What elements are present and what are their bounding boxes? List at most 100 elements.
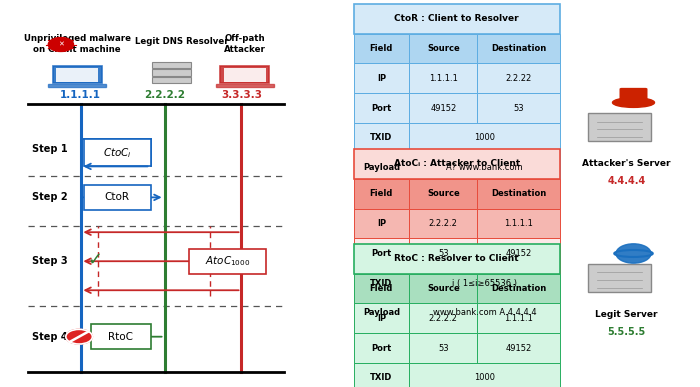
Text: Port: Port xyxy=(371,249,391,258)
Text: Port: Port xyxy=(371,344,391,353)
Text: Attacker's Server: Attacker's Server xyxy=(582,159,671,168)
FancyBboxPatch shape xyxy=(410,123,560,153)
Text: IP: IP xyxy=(377,74,386,83)
FancyBboxPatch shape xyxy=(410,363,560,387)
Text: 53: 53 xyxy=(438,344,449,353)
FancyBboxPatch shape xyxy=(477,333,560,363)
Text: i ( 1≤i≥65536 ): i ( 1≤i≥65536 ) xyxy=(452,279,517,288)
FancyBboxPatch shape xyxy=(410,298,560,328)
Text: Destination: Destination xyxy=(491,284,546,293)
Text: 1.1.1.1: 1.1.1.1 xyxy=(429,74,458,83)
Text: Field: Field xyxy=(370,189,393,198)
Text: Field: Field xyxy=(370,284,393,293)
FancyBboxPatch shape xyxy=(477,238,560,268)
Text: Step 1: Step 1 xyxy=(32,144,67,154)
Text: Field: Field xyxy=(370,44,393,53)
FancyBboxPatch shape xyxy=(354,298,410,328)
FancyBboxPatch shape xyxy=(152,69,191,75)
Text: RtoC : Resolver to Client: RtoC : Resolver to Client xyxy=(394,254,519,263)
Text: Step 2: Step 2 xyxy=(32,192,67,202)
Text: on Client machine: on Client machine xyxy=(33,45,121,54)
Text: 4.4.4.4: 4.4.4.4 xyxy=(608,176,645,186)
Text: Step 4: Step 4 xyxy=(32,332,67,342)
Text: 1.1.1.1: 1.1.1.1 xyxy=(504,314,533,323)
Circle shape xyxy=(616,244,651,263)
Text: Legit Server: Legit Server xyxy=(595,310,658,319)
Text: $AtoC_{1000}$: $AtoC_{1000}$ xyxy=(205,254,250,268)
FancyBboxPatch shape xyxy=(410,238,477,268)
FancyBboxPatch shape xyxy=(354,268,410,298)
Text: 49152: 49152 xyxy=(505,249,532,258)
FancyBboxPatch shape xyxy=(354,4,560,34)
FancyBboxPatch shape xyxy=(410,63,477,93)
Text: ✕: ✕ xyxy=(58,41,64,48)
Text: 3.3.3.3: 3.3.3.3 xyxy=(221,90,262,100)
FancyBboxPatch shape xyxy=(56,68,98,82)
FancyBboxPatch shape xyxy=(588,264,651,292)
FancyBboxPatch shape xyxy=(477,303,560,333)
FancyBboxPatch shape xyxy=(410,93,477,123)
FancyBboxPatch shape xyxy=(410,179,477,209)
Text: 53: 53 xyxy=(513,104,524,113)
FancyBboxPatch shape xyxy=(354,303,410,333)
Text: Source: Source xyxy=(427,44,460,53)
FancyBboxPatch shape xyxy=(354,63,410,93)
FancyBboxPatch shape xyxy=(84,139,150,166)
FancyBboxPatch shape xyxy=(52,65,102,83)
FancyBboxPatch shape xyxy=(410,153,560,183)
Text: 1.1.1.1: 1.1.1.1 xyxy=(60,90,101,100)
Text: TXID: TXID xyxy=(370,134,393,142)
Text: CtoR: CtoR xyxy=(105,192,130,202)
Text: 49152: 49152 xyxy=(430,104,456,113)
FancyBboxPatch shape xyxy=(354,238,410,268)
FancyBboxPatch shape xyxy=(354,209,410,238)
Text: IP: IP xyxy=(377,219,386,228)
Text: 1000: 1000 xyxy=(474,134,495,142)
Ellipse shape xyxy=(612,98,654,107)
Text: 2.2.2.2: 2.2.2.2 xyxy=(429,314,458,323)
FancyBboxPatch shape xyxy=(354,153,410,183)
Text: Off-path: Off-path xyxy=(225,34,265,43)
FancyBboxPatch shape xyxy=(91,324,150,349)
Text: Attacker: Attacker xyxy=(224,45,266,54)
FancyBboxPatch shape xyxy=(588,113,651,140)
Circle shape xyxy=(66,329,92,344)
FancyBboxPatch shape xyxy=(410,303,477,333)
Text: Destination: Destination xyxy=(491,44,546,53)
FancyBboxPatch shape xyxy=(224,68,266,82)
FancyBboxPatch shape xyxy=(477,209,560,238)
Text: 2.2.2.2: 2.2.2.2 xyxy=(144,90,185,100)
FancyBboxPatch shape xyxy=(354,93,410,123)
Text: Port: Port xyxy=(371,104,391,113)
FancyBboxPatch shape xyxy=(410,34,477,63)
FancyBboxPatch shape xyxy=(354,123,410,153)
FancyBboxPatch shape xyxy=(152,62,191,68)
FancyBboxPatch shape xyxy=(152,77,191,83)
FancyBboxPatch shape xyxy=(189,249,266,274)
FancyBboxPatch shape xyxy=(477,34,560,63)
Text: 53: 53 xyxy=(438,249,449,258)
Text: Legit DNS Resolver: Legit DNS Resolver xyxy=(135,38,229,46)
Text: Destination: Destination xyxy=(491,189,546,198)
Text: Unprivileged malware: Unprivileged malware xyxy=(24,34,130,43)
Text: TXID: TXID xyxy=(370,279,393,288)
Text: Payload: Payload xyxy=(363,163,400,172)
FancyBboxPatch shape xyxy=(48,84,106,87)
Text: 49152: 49152 xyxy=(505,344,532,353)
Text: 2.2.22: 2.2.22 xyxy=(505,74,532,83)
Text: 2.2.2.2: 2.2.2.2 xyxy=(429,219,458,228)
Text: CtoR : Client to Resolver: CtoR : Client to Resolver xyxy=(394,14,519,23)
FancyBboxPatch shape xyxy=(410,274,477,303)
FancyBboxPatch shape xyxy=(477,274,560,303)
FancyBboxPatch shape xyxy=(354,179,410,209)
Text: Source: Source xyxy=(427,284,460,293)
FancyBboxPatch shape xyxy=(354,363,410,387)
FancyBboxPatch shape xyxy=(354,333,410,363)
Text: RtoC: RtoC xyxy=(108,332,133,342)
FancyBboxPatch shape xyxy=(477,93,560,123)
FancyBboxPatch shape xyxy=(354,244,560,274)
Text: TXID: TXID xyxy=(370,373,393,382)
FancyBboxPatch shape xyxy=(216,84,274,87)
Text: IP: IP xyxy=(377,314,386,323)
Text: Payload: Payload xyxy=(363,308,400,317)
